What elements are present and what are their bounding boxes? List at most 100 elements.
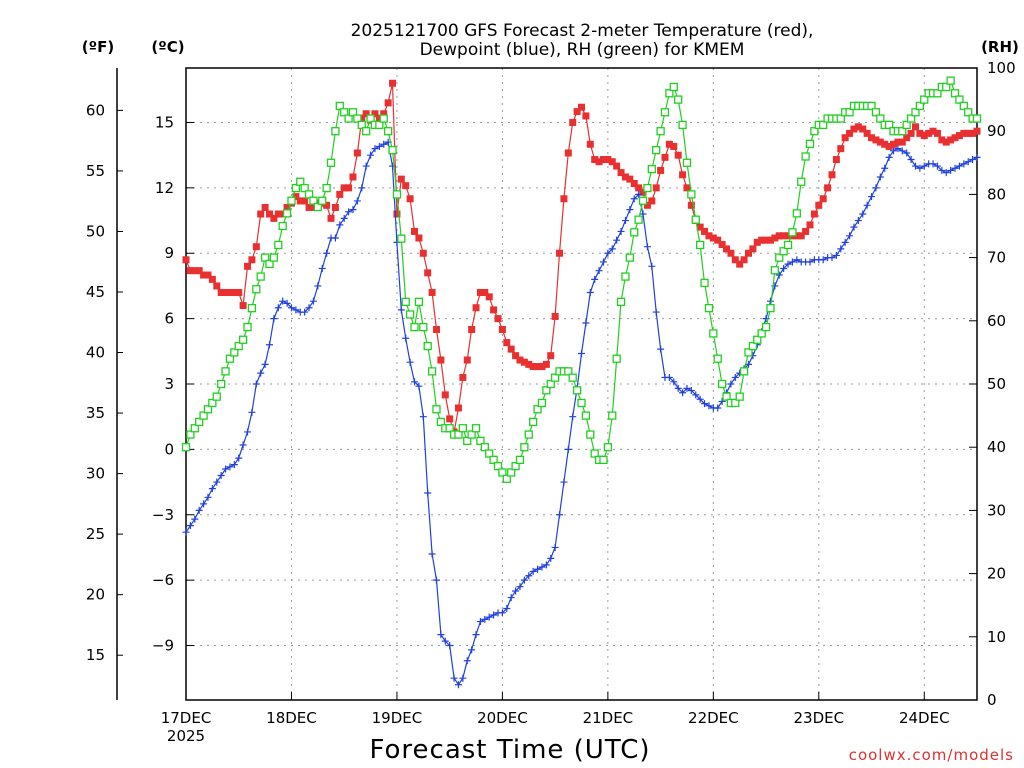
rh-point — [599, 455, 608, 464]
dewpoint-point — [529, 567, 537, 575]
dewpoint-point — [951, 164, 959, 172]
rh-point — [625, 253, 634, 262]
temperature-point — [186, 267, 194, 275]
dewpoint-point — [305, 304, 313, 312]
rh-tick-label: 50 — [987, 375, 1006, 393]
temperature-point — [380, 110, 388, 118]
temperature-point — [591, 156, 599, 164]
dewpoint-point — [604, 249, 612, 257]
rh-point — [401, 297, 410, 306]
dewpoint-point — [301, 308, 309, 316]
dewpoint-point — [279, 297, 287, 305]
rh-point — [436, 417, 446, 427]
rh-point — [195, 417, 204, 427]
temperature-point — [771, 234, 779, 242]
temperature-point — [648, 197, 656, 205]
temperature-point — [432, 326, 440, 334]
rh-point — [353, 114, 362, 123]
fahrenheit-tick-label: 15 — [86, 646, 105, 664]
rh-point — [287, 196, 296, 205]
series-temperature — [182, 79, 981, 436]
temperature-point — [301, 197, 309, 205]
dewpoint-point — [819, 256, 827, 264]
rh-point — [493, 462, 503, 471]
rh-point — [638, 196, 648, 205]
rh-point — [643, 183, 652, 193]
temperature-point — [635, 184, 643, 192]
dewpoint-point — [911, 162, 919, 170]
dewpoint-point — [916, 164, 924, 172]
dewpoint-point — [516, 583, 524, 591]
x-tick-label: 18DEC — [266, 709, 317, 727]
temperature-point — [235, 288, 243, 296]
rh-point — [225, 354, 235, 363]
rh-point — [423, 341, 432, 351]
series-dewpoint — [182, 138, 981, 689]
dewpoint-point — [538, 563, 546, 571]
dewpoint-point — [643, 243, 651, 251]
rh-point — [950, 89, 960, 98]
dewpoint-point — [947, 166, 955, 174]
dewpoint-point — [806, 258, 814, 266]
rh-point — [906, 114, 916, 123]
temperature-point — [929, 127, 937, 135]
rh-point — [753, 335, 762, 344]
temperature-point — [362, 110, 370, 118]
rh-point — [709, 329, 718, 338]
dewpoint-point — [358, 184, 366, 192]
temperature-point — [274, 210, 282, 218]
dewpoint-point — [472, 631, 480, 639]
temperature-point — [630, 180, 638, 188]
dewpoint-point — [837, 245, 845, 253]
rh-tick-label: 10 — [987, 628, 1006, 646]
dewpoint-point — [582, 319, 590, 327]
temperature-point — [674, 151, 682, 159]
celsius-tick-label: 6 — [164, 310, 174, 328]
dewpoint-point — [525, 572, 533, 580]
dewpoint-point — [349, 206, 357, 214]
rh-point — [590, 449, 599, 458]
x-tick-label: 23DEC — [794, 709, 845, 727]
rh-point — [340, 108, 349, 117]
dewpoint-point — [191, 515, 199, 523]
dewpoint-point — [204, 493, 212, 501]
dewpoint-point — [613, 236, 621, 244]
temperature-point — [916, 129, 924, 137]
rh-point — [480, 443, 489, 452]
dewpoint-point — [411, 378, 419, 386]
axes: 15129630−3−6−960555045403530252015100908… — [86, 59, 1016, 745]
x-tick-label: 24DEC — [899, 709, 950, 727]
temperature-point — [652, 184, 660, 192]
dewpoint-point — [371, 145, 379, 153]
temperature-point — [191, 267, 199, 275]
temperature-point — [292, 193, 300, 201]
rh-tick-label: 0 — [987, 691, 997, 709]
rh-tick-label: 90 — [987, 122, 1006, 140]
rh-point — [274, 240, 283, 250]
rh-point — [568, 373, 577, 382]
temperature-point — [947, 136, 955, 144]
dewpoint-point — [459, 674, 467, 682]
rh-point — [282, 209, 292, 218]
dewpoint-point — [938, 166, 946, 174]
x-tick-label: 21DEC — [583, 709, 634, 727]
temperature-point — [885, 142, 893, 150]
temperature-point — [802, 227, 810, 235]
temperature-point — [617, 169, 625, 177]
rh-point — [489, 455, 498, 464]
dewpoint-point — [591, 275, 599, 283]
rh-point — [392, 190, 402, 199]
dewpoint-point — [586, 288, 594, 296]
temperature-point — [854, 123, 862, 131]
rh-point — [313, 202, 322, 212]
dewpoint-point — [652, 308, 660, 316]
dewpoint-point — [718, 397, 726, 405]
rh-point — [322, 183, 331, 193]
rh-point — [238, 335, 248, 344]
temperature-point — [872, 136, 880, 144]
rh-point — [344, 114, 353, 123]
dewpoint-point — [679, 389, 687, 397]
rh-point — [269, 253, 279, 262]
temperature-point — [472, 304, 480, 312]
dewpoint-point — [683, 384, 691, 392]
